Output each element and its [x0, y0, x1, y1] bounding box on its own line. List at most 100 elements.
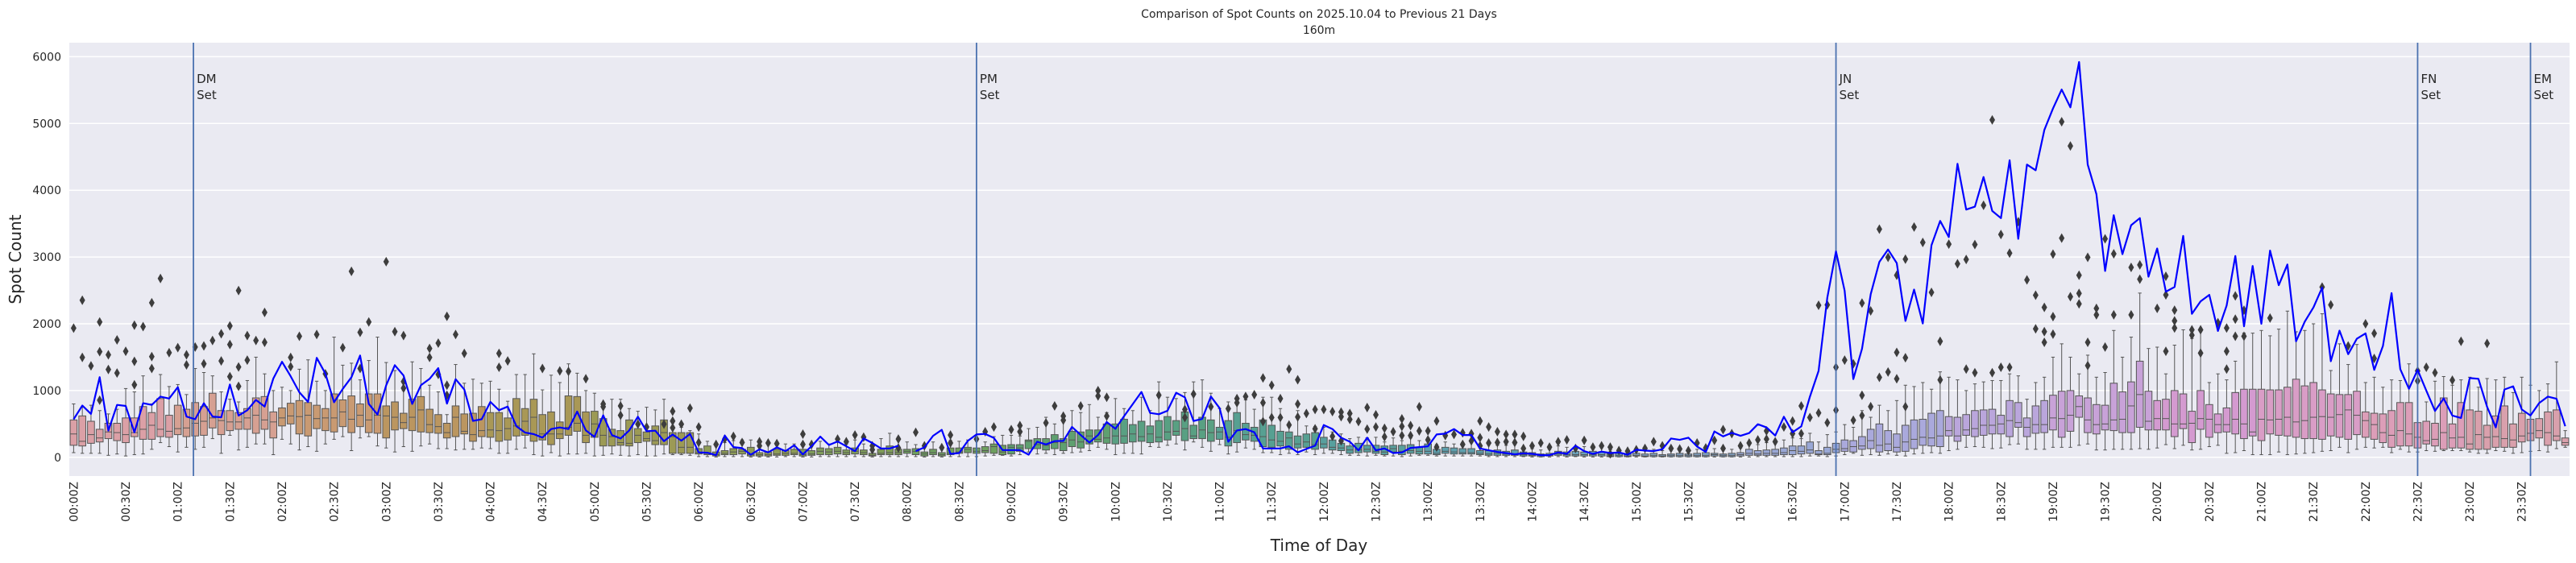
outlier-marker [1529, 441, 1535, 451]
box [1971, 383, 1979, 448]
box [1953, 379, 1962, 450]
box-iqr [1927, 412, 1935, 447]
box [2491, 379, 2500, 451]
box-iqr [1476, 449, 1484, 455]
box-iqr [1233, 412, 1241, 444]
outlier-marker [730, 431, 736, 441]
box-iqr [2431, 423, 2439, 447]
outlier-marker [2484, 338, 2491, 349]
box-iqr [773, 449, 781, 456]
box-iqr [2248, 388, 2257, 437]
set-markers: DM Set PM Set JN Set FN Set EM Set [193, 43, 2553, 476]
outlier-marker [226, 321, 233, 331]
box-iqr [538, 414, 547, 441]
box-iqr [1979, 409, 1988, 436]
box-iqr [330, 393, 338, 433]
box-iqr [555, 421, 564, 440]
box-iqr [2231, 391, 2239, 435]
set-marker-label: Set [197, 88, 217, 102]
box [886, 433, 894, 457]
box-iqr [1910, 419, 1919, 449]
x-tick-label: 00:30Z [120, 482, 133, 522]
outlier-marker [1972, 239, 1978, 250]
box [642, 407, 651, 457]
outlier-marker [1346, 408, 1353, 419]
outlier-marker [2232, 291, 2238, 301]
x-tick-label: 19:00Z [2047, 482, 2060, 522]
outlier-marker [1408, 420, 1414, 431]
box-iqr [1189, 424, 1198, 440]
outlier-marker [1451, 429, 1458, 440]
box [434, 391, 442, 449]
box-iqr [1207, 419, 1215, 442]
outlier-marker [444, 311, 450, 321]
box-iqr [929, 449, 937, 455]
box-iqr [1120, 419, 1128, 444]
box-iqr [964, 446, 972, 453]
box [2179, 329, 2188, 446]
outlier-marker [990, 422, 997, 433]
box-iqr [1702, 452, 1710, 457]
box-iqr [260, 395, 269, 430]
box-iqr [1866, 428, 1875, 449]
outlier-marker [678, 419, 685, 429]
box [95, 410, 104, 454]
box-iqr [486, 412, 495, 438]
box-iqr [2188, 411, 2196, 444]
x-tick-label: 04:30Z [537, 482, 550, 522]
outlier-marker [2050, 249, 2056, 259]
box-iqr [1953, 416, 1962, 442]
box-iqr [147, 412, 156, 440]
box-iqr [95, 428, 104, 443]
box [364, 360, 373, 437]
outlier-marker [1512, 437, 1518, 448]
outlier-marker [2371, 328, 2378, 338]
outlier-marker [2223, 323, 2230, 333]
box-iqr [469, 412, 477, 442]
box [1137, 396, 1146, 455]
x-tick-label: 23:00Z [2464, 482, 2477, 522]
outlier-marker [1052, 400, 1058, 411]
box-iqr [1102, 423, 1111, 444]
box-iqr [425, 408, 433, 433]
box [1927, 388, 1935, 453]
outlier-marker [1807, 412, 1813, 423]
outlier-marker [97, 395, 103, 405]
box [2353, 344, 2361, 450]
box-iqr [451, 405, 460, 437]
outlier-marker [2154, 303, 2160, 313]
outlier-marker [148, 351, 155, 362]
x-tick-label: 16:30Z [1787, 482, 1800, 522]
box-iqr [2092, 404, 2101, 435]
outlier-marker [1399, 414, 1405, 424]
outlier-marker [2197, 325, 2204, 335]
box [2266, 335, 2275, 455]
x-tick-label: 14:30Z [1578, 482, 1591, 522]
x-tick-label: 07:00Z [797, 482, 810, 522]
box-iqr [790, 449, 799, 455]
outlier-marker [1937, 375, 1943, 385]
box [2153, 346, 2162, 449]
box [2396, 379, 2404, 450]
x-tick-label: 02:00Z [276, 482, 289, 522]
outlier-marker [97, 317, 103, 327]
box [2431, 380, 2439, 452]
outlier-marker [1329, 407, 1336, 417]
box [2335, 343, 2344, 448]
box-iqr [2404, 402, 2413, 447]
box [226, 399, 234, 436]
box-iqr [460, 413, 469, 435]
box-iqr [2553, 409, 2561, 441]
box-iqr [2240, 388, 2248, 440]
box-iqr [243, 408, 251, 430]
outlier-marker [566, 366, 572, 377]
outlier-marker [97, 346, 103, 357]
box-iqr [2153, 399, 2162, 431]
outlier-marker [843, 437, 849, 447]
box-iqr [2196, 390, 2205, 430]
x-tick-label: 08:30Z [953, 482, 966, 522]
outlier-marker [2110, 249, 2117, 259]
outlier-marker [452, 329, 458, 340]
y-tick-label: 6000 [32, 51, 61, 64]
outlier-marker [297, 331, 303, 342]
